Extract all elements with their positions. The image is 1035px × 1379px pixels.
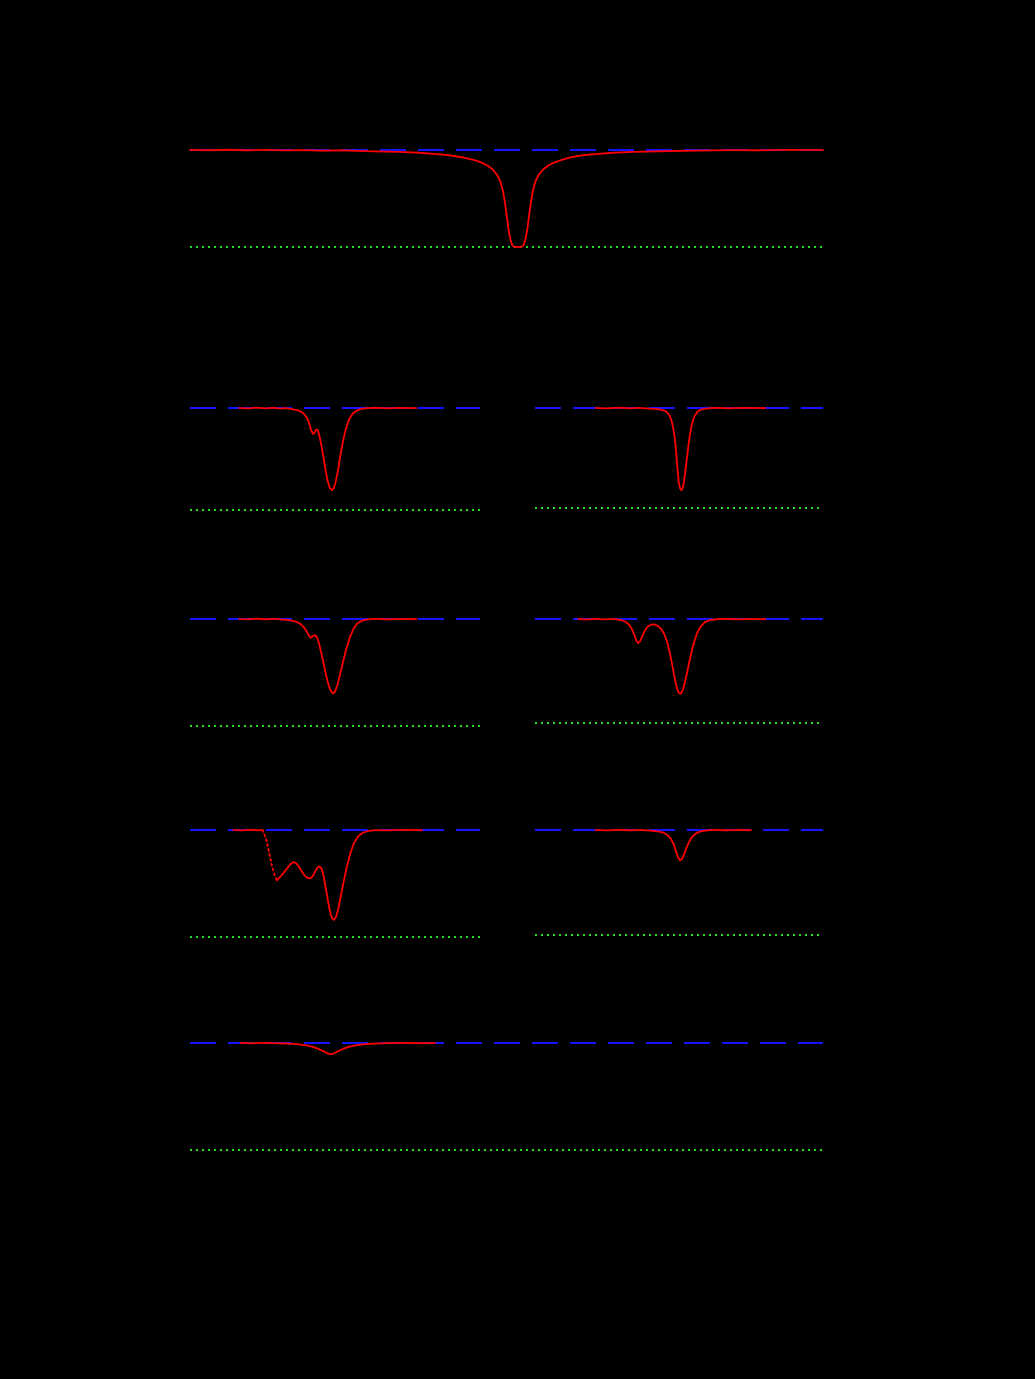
panel-row4-left-profile-segment-2 — [276, 829, 423, 921]
panel-row3-left — [190, 617, 480, 727]
panel-row4-right — [535, 828, 823, 936]
panel-row3-right — [535, 617, 823, 724]
panel-row2-left-profile-segment-0 — [238, 406, 418, 492]
panel-bottom-wide-profile-segment-0 — [239, 1042, 436, 1056]
panel-top-damped-profile — [189, 148, 824, 248]
panel-bottom-wide — [190, 1042, 823, 1151]
panel-row2-right — [535, 406, 823, 509]
panel-row2-left — [190, 406, 480, 511]
panel-row4-right-profile-segment-0 — [594, 828, 752, 862]
panel-row4-left — [190, 828, 480, 938]
panel-top-damped-profile-profile-segment-0 — [189, 148, 824, 248]
panel-row4-left-profile-segment-0 — [232, 828, 264, 832]
panel-row3-right-profile-segment-0 — [577, 617, 767, 695]
panel-row2-right-profile-segment-0 — [594, 406, 767, 492]
panel-row3-left-profile-segment-0 — [238, 617, 418, 695]
panel-row4-left-profile-segment-1 — [261, 829, 278, 882]
